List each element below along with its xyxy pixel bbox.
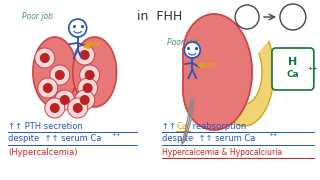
- Circle shape: [50, 65, 70, 85]
- Circle shape: [50, 103, 60, 113]
- Ellipse shape: [33, 37, 77, 107]
- Text: Poor job: Poor job: [167, 38, 198, 47]
- Circle shape: [55, 90, 75, 110]
- Circle shape: [75, 45, 95, 65]
- Text: X: X: [244, 12, 250, 22]
- Circle shape: [35, 48, 55, 68]
- Text: Hypercalcemia & Hypocalciuria: Hypercalcemia & Hypocalciuria: [162, 148, 283, 157]
- Circle shape: [80, 65, 100, 85]
- Circle shape: [235, 5, 259, 29]
- Text: H: H: [288, 57, 298, 67]
- Circle shape: [75, 90, 95, 110]
- Circle shape: [45, 98, 65, 118]
- Text: reabsorption: reabsorption: [190, 122, 246, 131]
- Text: Poor job: Poor job: [22, 12, 53, 21]
- Circle shape: [43, 83, 53, 93]
- Text: CaSR: CaSR: [87, 42, 101, 46]
- Circle shape: [68, 98, 88, 118]
- Circle shape: [73, 103, 83, 113]
- Circle shape: [38, 78, 58, 98]
- Circle shape: [55, 70, 65, 80]
- Circle shape: [85, 70, 95, 80]
- Text: ↑↑ PTH secretion: ↑↑ PTH secretion: [8, 122, 83, 131]
- Circle shape: [80, 50, 90, 60]
- Text: in  FHH: in FHH: [137, 10, 182, 23]
- Circle shape: [60, 95, 70, 105]
- Text: ++: ++: [307, 66, 317, 71]
- Circle shape: [78, 78, 98, 98]
- Text: ++: ++: [112, 132, 121, 137]
- Text: Ca: Ca: [176, 122, 187, 131]
- Circle shape: [69, 19, 87, 37]
- Circle shape: [83, 83, 93, 93]
- Ellipse shape: [73, 37, 116, 107]
- Polygon shape: [214, 42, 274, 126]
- Text: Ca: Ca: [286, 69, 299, 78]
- FancyBboxPatch shape: [272, 48, 314, 90]
- Polygon shape: [183, 14, 252, 130]
- Text: ↑↑: ↑↑: [162, 122, 179, 131]
- Text: (Hypercalcemia): (Hypercalcemia): [8, 148, 77, 157]
- FancyBboxPatch shape: [54, 84, 96, 105]
- Circle shape: [184, 42, 200, 58]
- Circle shape: [80, 95, 90, 105]
- Text: despite  ↑↑ serum Ca: despite ↑↑ serum Ca: [162, 134, 256, 143]
- Text: CaSR: CaSR: [202, 62, 216, 68]
- Text: ++: ++: [268, 132, 277, 137]
- Circle shape: [280, 4, 306, 30]
- Text: despite  ↑↑ serum Ca: despite ↑↑ serum Ca: [8, 134, 101, 143]
- Text: 2X: 2X: [287, 12, 299, 21]
- Circle shape: [40, 53, 50, 63]
